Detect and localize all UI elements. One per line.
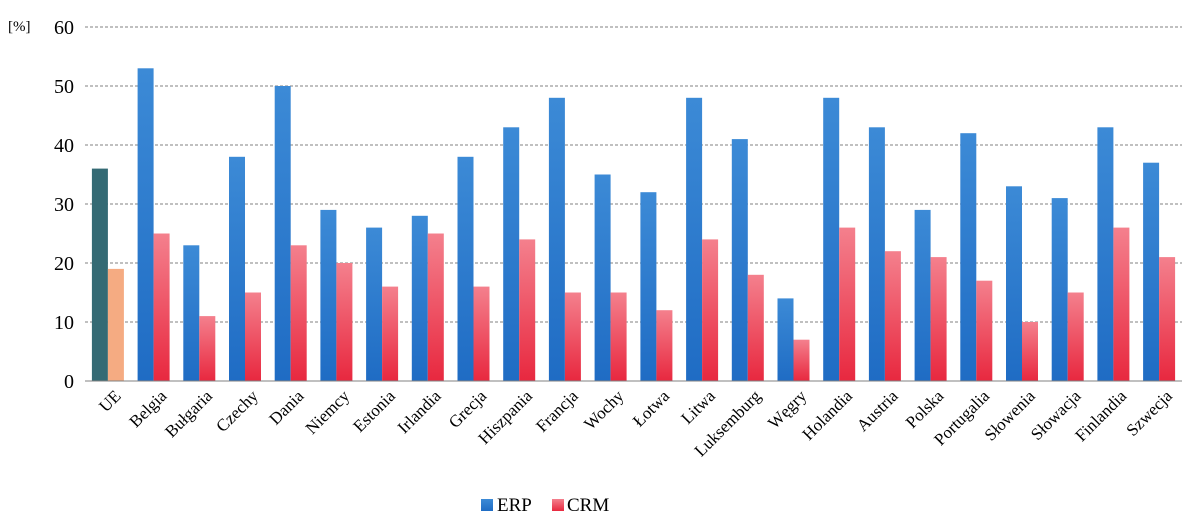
bar-crm-14 (747, 274, 764, 381)
y-tick-label: 0 (64, 371, 74, 393)
x-tick-label: Francja (532, 386, 582, 436)
bar-erp-8 (457, 156, 474, 381)
legend-erp-swatch (481, 499, 493, 511)
bar-crm-22 (1113, 227, 1130, 381)
bar-erp-19 (960, 133, 977, 381)
bar-erp-20 (1006, 186, 1022, 381)
bar-crm-12 (656, 310, 673, 381)
x-tick-label: Irlandia (394, 386, 445, 437)
x-tick-label: Słowenia (981, 386, 1039, 444)
bar-erp-22 (1097, 127, 1114, 381)
x-tick-label: Finlandia (1071, 386, 1130, 445)
bar-crm-8 (473, 286, 490, 381)
x-tick-label: Bułgaria (161, 386, 216, 441)
bar-crm-17 (884, 251, 901, 381)
bar-crm-6 (382, 286, 399, 381)
bar-erp-5 (320, 209, 337, 381)
legend-crm-swatch (552, 499, 564, 511)
x-tick-label: Niemcy (302, 386, 354, 438)
bar-crm-15 (793, 339, 810, 381)
bar-erp-21 (1051, 198, 1068, 381)
bar-erp-13 (686, 97, 703, 382)
bars (91, 68, 1176, 382)
bar-erp-10 (548, 97, 565, 382)
bar-crm-5 (336, 263, 353, 381)
gridlines (85, 26, 1182, 323)
bar-erp-9 (503, 127, 520, 381)
y-tick-label: 10 (54, 312, 74, 334)
bar-crm-9 (519, 239, 536, 381)
y-tick-label: 40 (54, 135, 74, 157)
x-tick-label: UE (95, 386, 124, 415)
x-tick-label: Estonia (349, 386, 399, 436)
y-unit-label: [%] (8, 19, 31, 35)
bar-erp-17 (868, 127, 885, 381)
bar-crm-11 (610, 292, 627, 381)
bar-crm-16 (839, 227, 856, 381)
bar-erp-15 (777, 298, 794, 381)
bar-erp-4 (274, 86, 291, 381)
bar-crm-23 (1159, 257, 1176, 381)
bar-erp-18 (914, 209, 931, 381)
bar-erp-23 (1143, 162, 1160, 381)
x-tick-label: Czechy (212, 386, 262, 436)
legend-erp-label: ERP (497, 495, 532, 516)
bar-erp-3 (229, 156, 245, 381)
bar-crm-21 (1067, 292, 1084, 381)
x-tick-label: Litwa (677, 386, 719, 428)
bar-erp-14 (731, 139, 748, 381)
bar-erp-6 (366, 227, 383, 381)
bar-erp-7 (411, 215, 428, 381)
bar-crm-1 (153, 233, 170, 381)
x-tick-label: Holandia (799, 386, 857, 444)
x-tick-label: Austria (853, 386, 902, 435)
y-axis-ticks: 0 10 20 30 40 50 60 (54, 17, 74, 393)
legend: ERP CRM (481, 495, 609, 516)
y-tick-label: 50 (54, 76, 74, 98)
legend-crm-label: CRM (567, 495, 609, 516)
x-tick-label: Dania (265, 386, 307, 428)
x-tick-label: Wochy (580, 386, 628, 434)
bar-erp-11 (594, 174, 611, 381)
bar-crm-7 (427, 233, 444, 381)
bar-crm-19 (976, 280, 993, 381)
bar-erp-12 (640, 192, 657, 381)
bar-erp-1 (137, 68, 154, 382)
bar-crm-0 (107, 268, 124, 381)
bar-erp-16 (823, 97, 840, 382)
y-tick-label: 60 (54, 17, 74, 39)
bar-erp-2 (183, 245, 200, 381)
bar-crm-2 (199, 316, 216, 381)
bar-crm-10 (564, 292, 581, 381)
bar-crm-20 (1022, 322, 1038, 381)
bar-crm-18 (930, 257, 947, 381)
bar-erp-0 (91, 168, 108, 381)
bar-crm-3 (245, 292, 261, 381)
x-tick-label: Łotwa (629, 386, 673, 430)
bar-crm-4 (290, 245, 307, 381)
y-tick-label: 30 (54, 194, 74, 216)
bar-crm-13 (702, 239, 719, 381)
y-tick-label: 20 (54, 253, 74, 275)
x-tick-label: Szwecja (1122, 386, 1176, 440)
